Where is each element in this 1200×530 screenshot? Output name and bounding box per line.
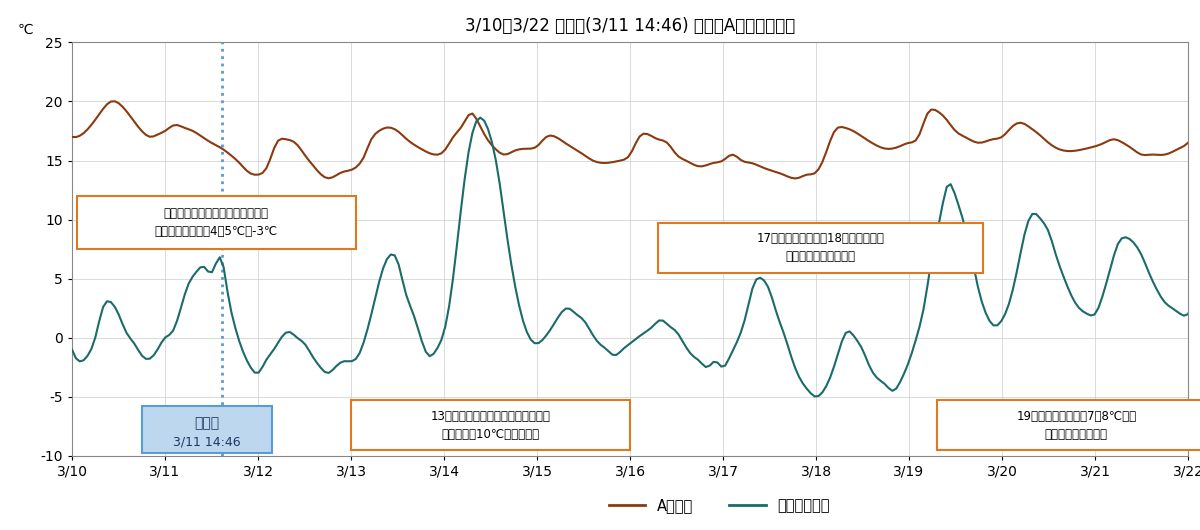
- FancyBboxPatch shape: [142, 406, 272, 454]
- FancyBboxPatch shape: [352, 400, 630, 450]
- FancyBboxPatch shape: [77, 196, 355, 249]
- Text: 19日から晴れ、日中7～8℃まで
気温上昇、室温安定: 19日から晴れ、日中7～8℃まで 気温上昇、室温安定: [1016, 410, 1136, 440]
- Text: 大震災: 大震災: [194, 416, 220, 430]
- Text: 3/11 14:46: 3/11 14:46: [173, 435, 241, 448]
- Text: ℃: ℃: [18, 22, 34, 37]
- Text: 13日昼から、急転暖かい日、晴れ、
気温も日中10℃位まで上昇: 13日昼から、急転暖かい日、晴れ、 気温も日中10℃位まで上昇: [431, 410, 551, 440]
- Legend: A邸室温, 仙台市外気温: A邸室温, 仙台市外気温: [602, 492, 836, 519]
- Text: 17日から、再寒波、18日まで曇り、
日射もなく日中も小雪: 17日から、再寒波、18日まで曇り、 日射もなく日中も小雪: [757, 233, 884, 263]
- FancyBboxPatch shape: [937, 400, 1200, 450]
- Title: 3/10～3/22 大震災(3/11 14:46) 前後のA邸室温グラフ: 3/10～3/22 大震災(3/11 14:46) 前後のA邸室温グラフ: [464, 17, 796, 36]
- FancyBboxPatch shape: [658, 223, 984, 273]
- Text: 地震の日夕方から雪、この日から
寒い日続き　日中4～5℃朝-3℃: 地震の日夕方から雪、この日から 寒い日続き 日中4～5℃朝-3℃: [155, 207, 277, 238]
